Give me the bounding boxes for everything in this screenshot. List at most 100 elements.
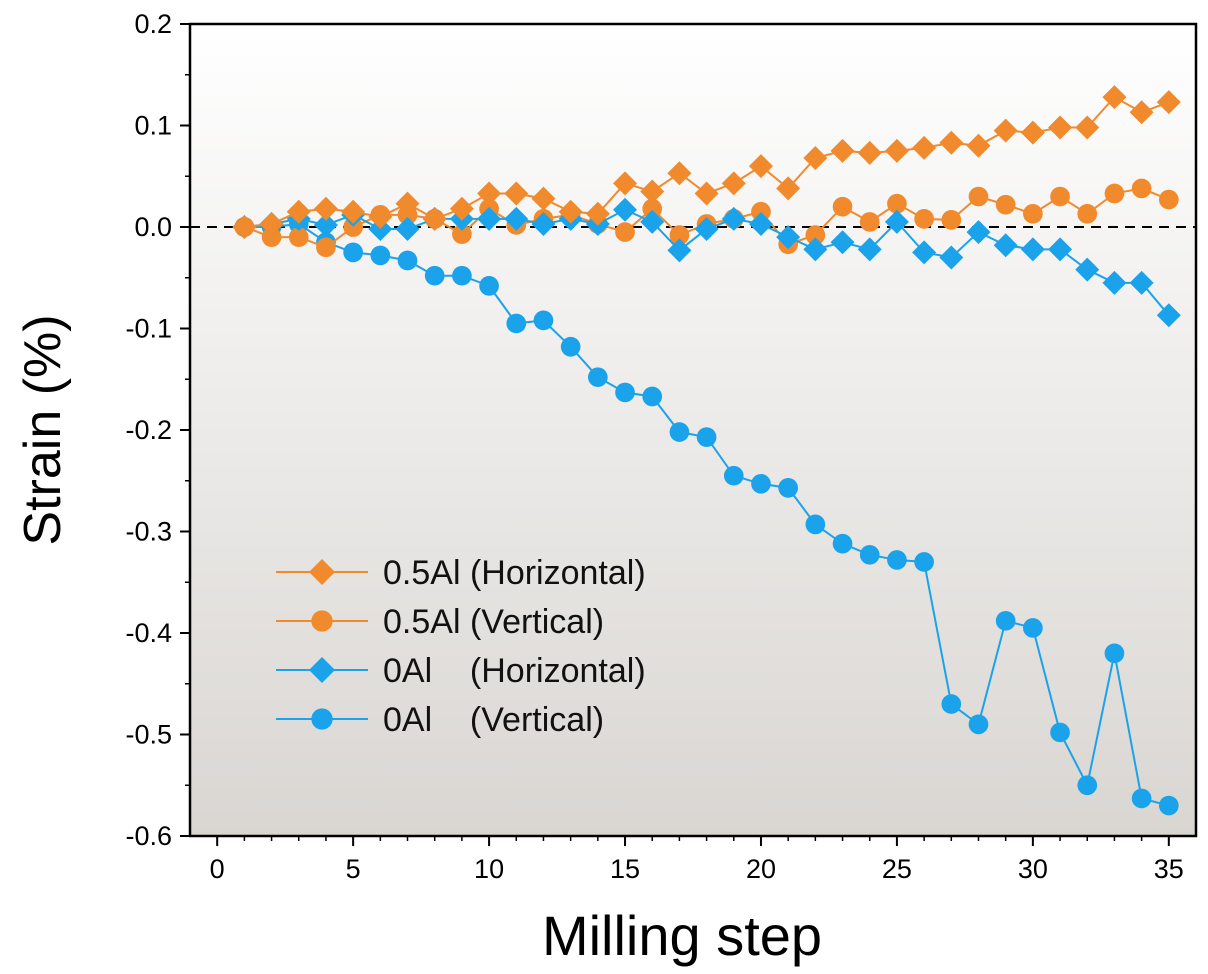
data-point [667,161,692,186]
data-point [370,245,391,266]
data-point [1077,203,1098,224]
data-point [341,199,366,224]
data-point [1129,100,1154,125]
data-point [887,550,907,570]
data-point [531,211,556,236]
x-axis-title: Milling step [542,904,822,967]
data-point [531,186,556,211]
data-point [721,206,746,231]
legend-marker [311,610,333,632]
data-point [859,545,880,565]
data-point [615,382,635,403]
data-point [995,194,1016,215]
plot-area [190,24,1196,836]
x-tick-label: 30 [1018,854,1048,884]
series-0 [232,85,1181,239]
y-tick-label: -0.4 [125,618,172,648]
data-point [939,130,964,155]
legend-marker [311,708,333,730]
y-tick-label: 0.2 [134,9,172,39]
legend-label: 0Al (Horizontal) [383,652,646,690]
data-point [232,215,257,239]
data-point [912,135,937,160]
data-point [968,186,989,207]
data-point [993,118,1018,143]
data-point [1104,643,1125,664]
data-point [857,140,882,165]
ticks-layer: 0 5 10 15 20 25 30 35 0.2 0.1 0.0 -0.1 -0.2 -0.3 -0.4 -… [125,9,1183,884]
data-point [941,210,962,230]
data-point [832,533,853,554]
data-point [1102,85,1127,110]
data-point [1131,788,1152,809]
y-tick-label: -0.3 [125,517,172,547]
data-point [397,250,418,271]
data-point [805,225,826,245]
data-point [1158,189,1179,210]
legend-item: 0Al (Vertical) [276,701,604,739]
data-point [884,138,909,163]
legend-label: 0.5Al (Vertical) [383,603,604,641]
data-point [1023,618,1043,638]
data-point [669,225,690,245]
data-point [343,217,363,237]
data-point [857,237,882,262]
data-point [368,217,393,242]
data-point [452,265,472,286]
data-point [832,196,853,217]
data-point [613,197,638,222]
data-point [1104,183,1125,204]
data-point [803,237,828,262]
legend-item: 0.5Al (Vertical) [276,603,604,641]
data-point [721,171,746,196]
data-point [533,310,554,331]
data-point [558,199,583,224]
data-point [1048,237,1073,262]
data-point [422,206,447,231]
data-point [776,225,801,250]
data-point [914,552,934,572]
data-point [694,217,719,242]
data-point [939,245,964,270]
data-point [286,199,311,224]
data-point [1048,115,1073,140]
data-point [966,220,991,245]
data-point [751,473,771,494]
data-point [288,227,309,247]
legend-label: 0.5Al (Horizontal) [383,554,646,592]
data-point [1023,203,1043,224]
y-tick-label: 0.1 [134,111,172,141]
data-point [694,181,719,206]
y-tick-label: -0.6 [125,821,172,851]
data-point [504,206,529,231]
data-point [884,209,909,234]
data-point [261,227,282,247]
x-tick-label: 0 [210,854,225,884]
data-point [1158,795,1179,816]
data-point [941,694,962,714]
data-point [778,478,799,498]
data-point [560,336,581,357]
data-point [642,386,663,407]
data-point [1075,257,1100,282]
data-point [887,193,907,214]
x-tick-label: 20 [746,854,776,884]
legend-item: 0Al (Horizontal) [276,652,646,690]
y-tick-label: -0.5 [125,720,172,750]
data-point [751,201,771,222]
data-point [316,237,336,258]
data-point [1131,178,1152,199]
y-axis-title: Strain (%) [14,314,72,545]
data-point [805,514,826,535]
data-point [914,209,934,229]
data-point [613,171,638,196]
data-point [452,224,472,244]
y-tick-label: 0.0 [134,212,172,242]
data-point [667,238,692,263]
data-point [830,138,855,163]
legend-marker [309,559,335,585]
data-point [343,242,363,263]
data-point [1020,237,1045,262]
data-point [449,196,474,221]
